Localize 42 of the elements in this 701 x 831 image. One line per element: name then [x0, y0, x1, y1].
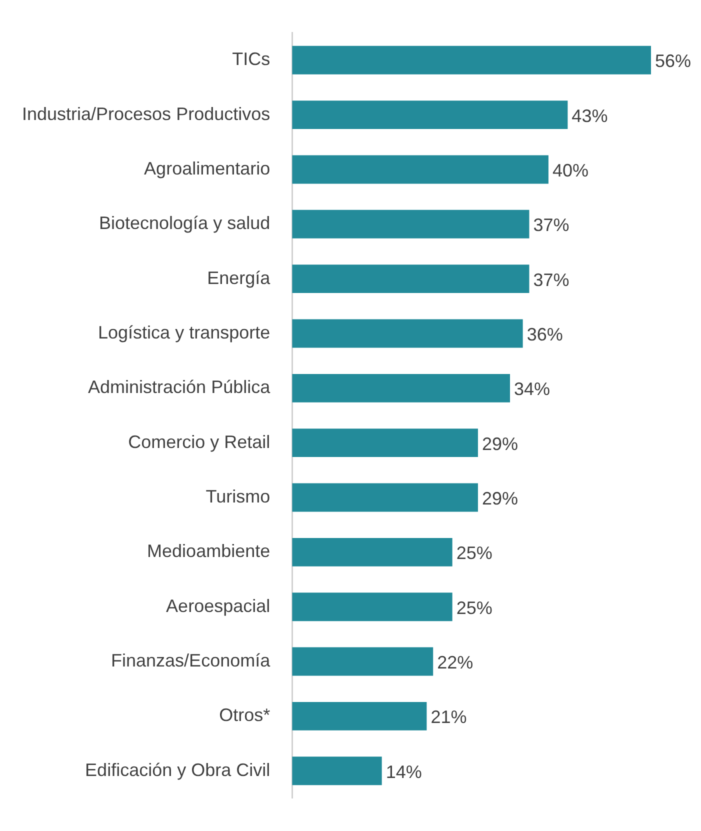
y-tick-label: Otros*: [219, 705, 270, 726]
data-label: 14%: [386, 762, 422, 782]
y-tick-label: Finanzas/Economía: [111, 650, 272, 670]
bar: [292, 319, 523, 348]
data-label: 21%: [430, 707, 467, 728]
bar: [292, 702, 427, 730]
y-tick-label: Administración Pública: [88, 377, 272, 398]
data-label: 36%: [526, 324, 563, 344]
data-label: 56%: [655, 51, 692, 72]
bar: [292, 483, 478, 512]
bar: [292, 428, 478, 458]
data-label: 29%: [482, 434, 518, 454]
bar: [292, 46, 651, 74]
data-label: 40%: [552, 160, 588, 180]
y-tick-label: Logística y transporte: [98, 322, 270, 342]
y-tick-label: Energía: [207, 268, 272, 288]
data-label: 37%: [533, 215, 570, 236]
bar: [292, 374, 510, 402]
y-tick-label: Medioambiente: [147, 541, 270, 562]
bar: [292, 647, 434, 676]
y-tick-label: Industria/Procesos Productivos: [22, 104, 270, 124]
data-label: 37%: [533, 270, 570, 290]
bar: [292, 264, 530, 294]
data-label: 22%: [437, 652, 474, 672]
y-tick-label: Turismo: [206, 486, 270, 506]
bar: [292, 756, 382, 786]
y-tick-label: Edificación y Obra Civil: [85, 760, 270, 780]
bar: [292, 100, 568, 130]
data-label: 25%: [456, 543, 492, 564]
data-label: 34%: [514, 379, 550, 400]
y-tick-label: TICs: [232, 49, 270, 70]
y-tick-label: Aeroespacial: [166, 596, 270, 616]
bar: [292, 538, 452, 566]
y-tick-label: Comercio y Retail: [128, 432, 270, 452]
y-tick-label: Biotecnología y salud: [98, 213, 270, 234]
data-label: 25%: [456, 598, 492, 618]
data-label: 43%: [572, 106, 608, 126]
bar: [292, 210, 530, 238]
bar: [292, 592, 452, 622]
bar: [292, 155, 548, 184]
y-tick-label: Agroalimentario: [144, 158, 270, 178]
data-label: 29%: [482, 488, 518, 508]
